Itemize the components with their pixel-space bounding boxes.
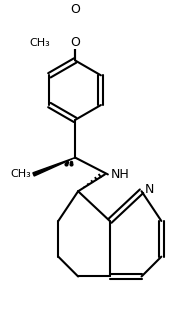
Text: NH: NH xyxy=(111,168,130,181)
Polygon shape xyxy=(33,157,75,176)
Text: CH₃: CH₃ xyxy=(30,38,50,48)
Text: CH₃: CH₃ xyxy=(11,170,31,179)
Text: O: O xyxy=(70,36,80,49)
Text: O: O xyxy=(70,3,80,16)
Text: N: N xyxy=(145,183,154,196)
